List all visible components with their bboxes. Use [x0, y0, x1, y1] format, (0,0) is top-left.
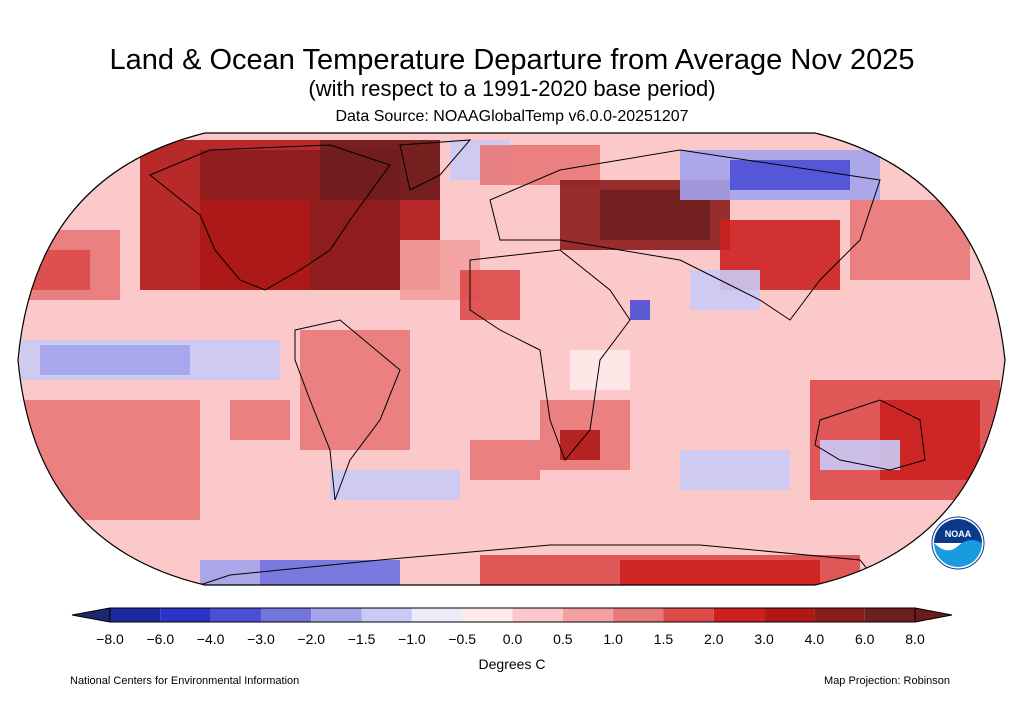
colorbar-segment	[613, 608, 664, 622]
anomaly-patch	[570, 350, 630, 390]
colorbar-segment	[311, 608, 362, 622]
colorbar-segment	[663, 608, 714, 622]
temperature-anomaly-map	[17, 132, 1006, 586]
colorbar-tick-label: −8.0	[96, 631, 124, 647]
anomaly-patch	[680, 450, 790, 490]
colorbar-tick-label: 8.0	[905, 631, 925, 647]
colorbar-tick-label: 0.5	[553, 631, 573, 647]
anomaly-patch	[230, 400, 290, 440]
anomaly-patch	[330, 470, 460, 500]
colorbar-segment	[713, 608, 765, 622]
anomaly-patch	[630, 300, 650, 320]
colorbar-segment	[361, 608, 412, 622]
colorbar-tick-label: 0.0	[502, 631, 523, 647]
colorbar-tick-label: −6.0	[146, 631, 175, 647]
colorbar-segment	[210, 608, 261, 622]
footer-projection: Map Projection: Robinson	[824, 675, 950, 687]
anomaly-patch	[470, 440, 540, 480]
noaa-logo: NOAA	[931, 516, 985, 570]
colorbar-segment	[864, 608, 915, 622]
colorbar-tick-label: −2.0	[297, 631, 326, 647]
colorbar-segment	[110, 608, 161, 622]
colorbar-segment	[512, 608, 563, 622]
map-subtitle: (with respect to a 1991-2020 base period…	[308, 76, 716, 101]
landmass-africa	[469, 249, 631, 461]
anomaly-patch	[40, 345, 190, 375]
anomaly-patch	[320, 140, 440, 200]
colorbar-tick-label: 1.0	[603, 631, 623, 647]
colorbar-tick-label: 3.0	[754, 631, 774, 647]
landmass-south-america	[294, 319, 401, 501]
colorbar-tick-label: 2.0	[704, 631, 724, 647]
colorbar	[71, 607, 953, 623]
colorbar-tick-label: −1.0	[398, 631, 426, 647]
landmass-europe-asia	[489, 149, 881, 321]
svg-text:NOAA: NOAA	[945, 529, 972, 539]
colorbar-tick-label: 4.0	[804, 631, 825, 647]
landmass-antarctica	[199, 544, 882, 585]
colorbar-segment	[814, 608, 865, 622]
colorbar-tick-label: −4.0	[196, 631, 225, 647]
map-title: Land & Ocean Temperature Departure from …	[109, 44, 915, 76]
colorbar-over-arrow	[914, 607, 953, 623]
footer-credit: National Centers for Environmental Infor…	[70, 675, 300, 687]
landmass-north-america	[149, 144, 391, 291]
colorbar-tick-label: 1.5	[653, 631, 674, 647]
colorbar-segment	[562, 608, 614, 622]
anomaly-patch	[730, 160, 850, 190]
colorbar-tick-label: 6.0	[854, 631, 875, 647]
colorbar-tick-label: −3.0	[247, 631, 275, 647]
anomaly-patch	[260, 560, 400, 585]
colorbar-under-arrow	[71, 607, 111, 623]
colorbar-tick-label: −0.5	[448, 631, 477, 647]
map-outline	[17, 132, 1006, 586]
colorbar-tick-label: −1.5	[347, 631, 376, 647]
colorbar-units: Degrees C	[478, 656, 546, 672]
colorbar-segment	[411, 608, 463, 622]
colorbar-segment	[260, 608, 312, 622]
colorbar-segment	[462, 608, 513, 622]
coastlines	[149, 139, 926, 585]
anomaly-patch	[620, 560, 820, 585]
anomaly-patch	[820, 440, 900, 470]
anomaly-patch	[560, 430, 600, 460]
anomaly-patch	[690, 270, 760, 310]
colorbar-segment	[764, 608, 815, 622]
landmass-australia	[814, 399, 926, 471]
colorbar-segment	[160, 608, 211, 622]
data-source: Data Source: NOAAGlobalTemp v6.0.0-20251…	[335, 108, 689, 125]
landmass-greenland	[399, 139, 472, 191]
